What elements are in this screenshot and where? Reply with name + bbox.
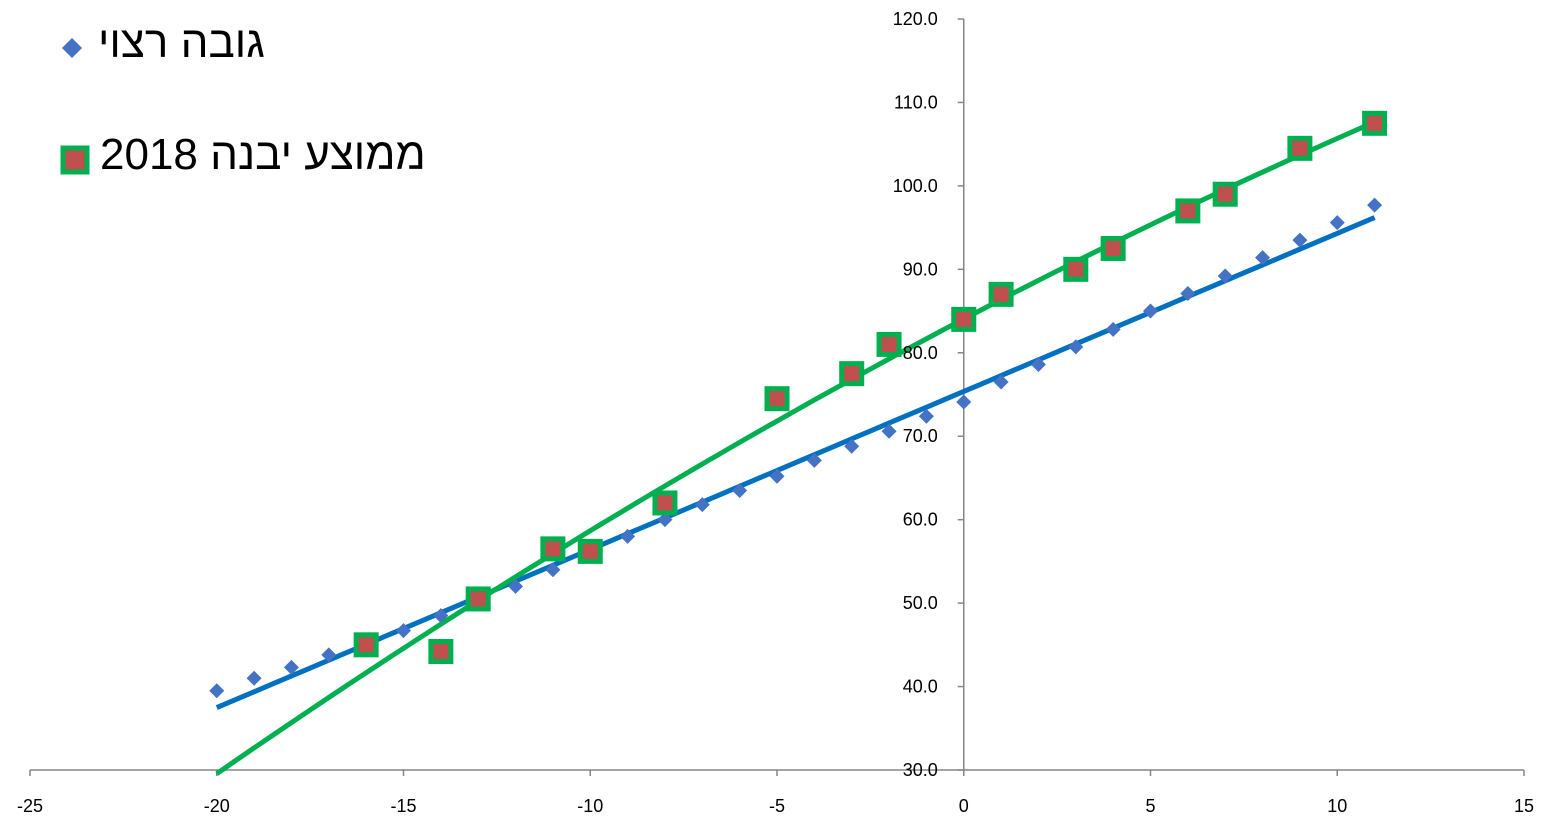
y-tick-label: 110.0 [894,92,938,112]
y-tick-label: 100.0 [893,176,938,196]
legend: גובה רצוי ממוצע יבנה 2018 [60,18,520,242]
data-point-series-1 [283,659,299,675]
data-point-series-1 [657,512,673,528]
square-marker-icon [60,145,90,175]
x-tick-label: -25 [17,796,43,816]
legend-item-series-1: גובה רצוי [60,18,520,78]
data-point-series-1 [1292,232,1308,248]
data-point-series-1 [1030,356,1046,372]
data-point-series-2 [839,361,865,387]
data-point-series-2 [465,586,491,612]
data-point-series-2 [951,306,977,332]
y-tick-label: 60.0 [903,510,938,530]
x-tick-label: -20 [204,796,230,816]
data-point-series-2 [428,639,454,665]
x-tick-label: 10 [1327,796,1347,816]
data-point-series-2 [876,331,902,357]
y-tick-label: 70.0 [903,426,938,446]
data-point-series-1 [732,482,748,498]
legend-label-series-1: גובה רצוי [98,18,265,67]
x-tick-label: -5 [769,796,785,816]
data-point-series-1 [209,683,225,699]
data-point-series-1 [918,408,934,424]
data-point-series-2 [1100,235,1126,261]
data-point-series-1 [1105,321,1121,337]
data-point-series-1 [881,423,897,439]
data-point-series-1 [1255,250,1271,266]
data-point-series-1 [1367,197,1383,213]
trendline-series-1 [215,215,1376,710]
data-point-series-1 [694,497,710,513]
data-point-series-1 [246,670,262,686]
data-point-series-1 [1217,268,1233,284]
y-tick-label: 30.0 [903,760,938,780]
x-tick-label: -15 [390,796,416,816]
data-point-series-1 [1068,339,1084,355]
data-point-series-1 [433,608,449,624]
data-point-series-2 [540,536,566,562]
data-point-series-2 [577,538,603,564]
data-point-series-2 [1175,198,1201,224]
legend-label-series-2: ממוצע יבנה 2018 [100,130,426,179]
data-point-series-2 [1212,181,1238,207]
y-tick-label: 50.0 [903,593,938,613]
x-tick-label: -10 [577,796,603,816]
data-point-series-1 [844,438,860,454]
data-point-series-1 [508,578,524,594]
x-tick-label: 0 [959,796,969,816]
x-tick-label: 5 [1145,796,1155,816]
legend-item-series-2: ממוצע יבנה 2018 [60,130,520,190]
data-point-series-2 [988,281,1014,307]
data-point-series-2 [1287,135,1313,161]
y-tick-label: 40.0 [903,677,938,697]
data-point-series-1 [806,452,822,468]
axes-layer [29,18,1525,776]
data-point-series-2 [1063,256,1089,282]
data-point-series-1 [321,647,337,663]
points-layer [209,110,1388,699]
data-point-series-2 [652,490,678,516]
data-point-series-1 [956,394,972,410]
data-point-series-1 [545,562,561,578]
data-point-series-1 [1180,286,1196,302]
data-point-series-1 [1143,303,1158,319]
data-point-series-2 [764,386,790,412]
diamond-icon [62,38,82,58]
x-tick-label: 15 [1514,796,1534,816]
data-point-series-1 [1329,215,1345,231]
tick-label-layer: -25 -20 -15 -10 -5 0 5 10 15 30.0 40.0 50.0 60.0 70.0… [17,9,1534,816]
data-point-series-2 [1362,110,1388,136]
y-tick-label: 120.0 [893,9,938,29]
data-point-series-1 [769,468,785,484]
data-point-series-1 [396,623,411,639]
y-tick-label: 90.0 [903,259,938,279]
data-point-series-1 [620,528,636,544]
y-tick-label: 80.0 [903,343,938,363]
data-point-series-1 [993,374,1009,390]
data-point-series-2 [353,632,379,658]
